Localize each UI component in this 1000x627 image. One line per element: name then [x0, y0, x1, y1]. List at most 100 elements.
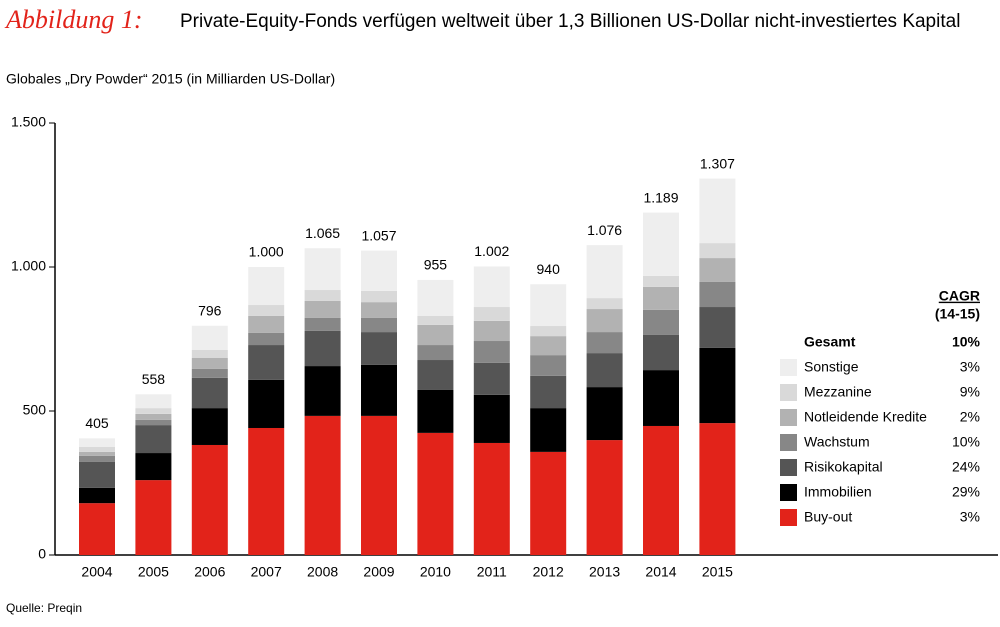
- legend-cagr: 24%: [952, 459, 980, 475]
- bar-segment: [417, 345, 454, 361]
- legend-swatch: [780, 459, 797, 476]
- bar-segment: [473, 341, 510, 363]
- x-tick-label: 2005: [138, 564, 169, 580]
- bar-segment: [586, 332, 623, 354]
- bar-segment: [79, 461, 115, 488]
- legend-period: (14-15): [935, 306, 980, 322]
- bar-segment: [473, 307, 510, 321]
- bar-segment: [699, 258, 736, 282]
- legend-swatch: [780, 509, 797, 526]
- total-label: 1.002: [474, 243, 509, 259]
- bar-segment: [530, 336, 567, 356]
- bar-segment: [135, 480, 172, 555]
- bar-segment: [361, 302, 397, 318]
- bar-segment: [79, 451, 115, 456]
- bar-segment: [530, 408, 567, 452]
- x-tick-label: 2010: [420, 564, 451, 580]
- bar-segment: [248, 305, 285, 316]
- x-tick-label: 2011: [477, 564, 507, 580]
- bar-segment: [79, 438, 115, 447]
- legend-cagr: 9%: [960, 384, 980, 400]
- legend-label: Risikokapital: [804, 459, 883, 475]
- x-tick-label: 2009: [363, 564, 394, 580]
- bar-segment: [473, 266, 510, 308]
- x-tick-label: 2012: [533, 564, 564, 580]
- legend-total-name: Gesamt: [804, 334, 856, 350]
- bar-segment: [586, 387, 623, 441]
- legend-swatch: [780, 359, 797, 376]
- bar-segment: [191, 408, 228, 445]
- bar-segment: [699, 178, 736, 244]
- total-label: 955: [424, 257, 448, 273]
- bar-segment: [248, 315, 285, 333]
- bar-segment: [361, 290, 397, 303]
- bar-segment: [304, 415, 341, 555]
- total-label: 1.307: [700, 155, 735, 171]
- total-label: 796: [198, 302, 222, 318]
- y-tick-label: 500: [23, 402, 47, 418]
- figure-label: Abbildung 1:: [4, 5, 143, 34]
- bar-segment: [699, 347, 736, 424]
- bar-segment: [417, 324, 454, 346]
- y-tick-label: 1.000: [11, 258, 46, 274]
- source: Quelle: Preqin: [6, 601, 82, 615]
- legend-header: CAGR: [939, 288, 980, 304]
- x-tick-label: 2014: [645, 564, 676, 580]
- legend-label: Immobilien: [804, 484, 872, 500]
- bar-segment: [417, 432, 454, 555]
- bar-segment: [79, 455, 115, 462]
- total-label: 1.057: [361, 227, 396, 243]
- bar-segment: [643, 275, 679, 287]
- legend-label: Notleidende Kredite: [804, 409, 927, 425]
- legend-swatch: [780, 434, 797, 451]
- bar-segment: [304, 330, 341, 367]
- bar-segment: [530, 355, 567, 376]
- bar-segment: [248, 427, 285, 555]
- chart-subtitle: Globales „Dry Powder“ 2015 (in Milliarde…: [6, 71, 335, 87]
- bar-segment: [643, 370, 679, 426]
- bar-segment: [473, 362, 510, 395]
- bar-segment: [586, 309, 623, 333]
- bar-segment: [191, 325, 228, 350]
- y-tick-label: 0: [38, 546, 46, 562]
- legend-label: Wachstum: [804, 434, 870, 450]
- bar-segment: [248, 345, 285, 380]
- total-label: 558: [142, 371, 166, 387]
- bar-segment: [135, 408, 172, 414]
- bar-segment: [417, 389, 454, 433]
- bar-segment: [643, 309, 679, 335]
- bar-segment: [191, 377, 228, 409]
- bar-segment: [473, 320, 510, 342]
- bar-segment: [361, 317, 397, 333]
- legend-swatch: [780, 384, 797, 401]
- x-tick-label: 2008: [307, 564, 338, 580]
- legend-cagr: 10%: [952, 434, 980, 450]
- legend-cagr: 3%: [960, 359, 980, 375]
- total-label: 1.000: [249, 244, 284, 260]
- bar-segment: [135, 413, 172, 420]
- bar-segment: [586, 245, 623, 299]
- bar-segment: [699, 423, 736, 555]
- bar-segment: [361, 332, 397, 365]
- bar-segment: [248, 267, 285, 306]
- bar-segment: [361, 415, 397, 555]
- x-tick-label: 2015: [702, 564, 733, 580]
- bar-segment: [79, 487, 115, 504]
- bar-segment: [361, 250, 397, 291]
- bar-segment: [135, 419, 172, 426]
- bar-segment: [79, 447, 115, 452]
- bar-segment: [699, 281, 736, 308]
- legend-swatch: [780, 409, 797, 426]
- bar-segment: [361, 364, 397, 416]
- bar-segment: [586, 440, 623, 555]
- legend-label: Sonstige: [804, 359, 859, 375]
- total-label: 1.189: [643, 189, 678, 205]
- bar-segment: [643, 212, 679, 276]
- bar-segment: [191, 349, 228, 359]
- bar-segment: [191, 358, 228, 369]
- bar-segment: [530, 326, 567, 337]
- bar-segment: [304, 248, 341, 291]
- x-tick-label: 2006: [194, 564, 225, 580]
- bar-segment: [304, 366, 341, 416]
